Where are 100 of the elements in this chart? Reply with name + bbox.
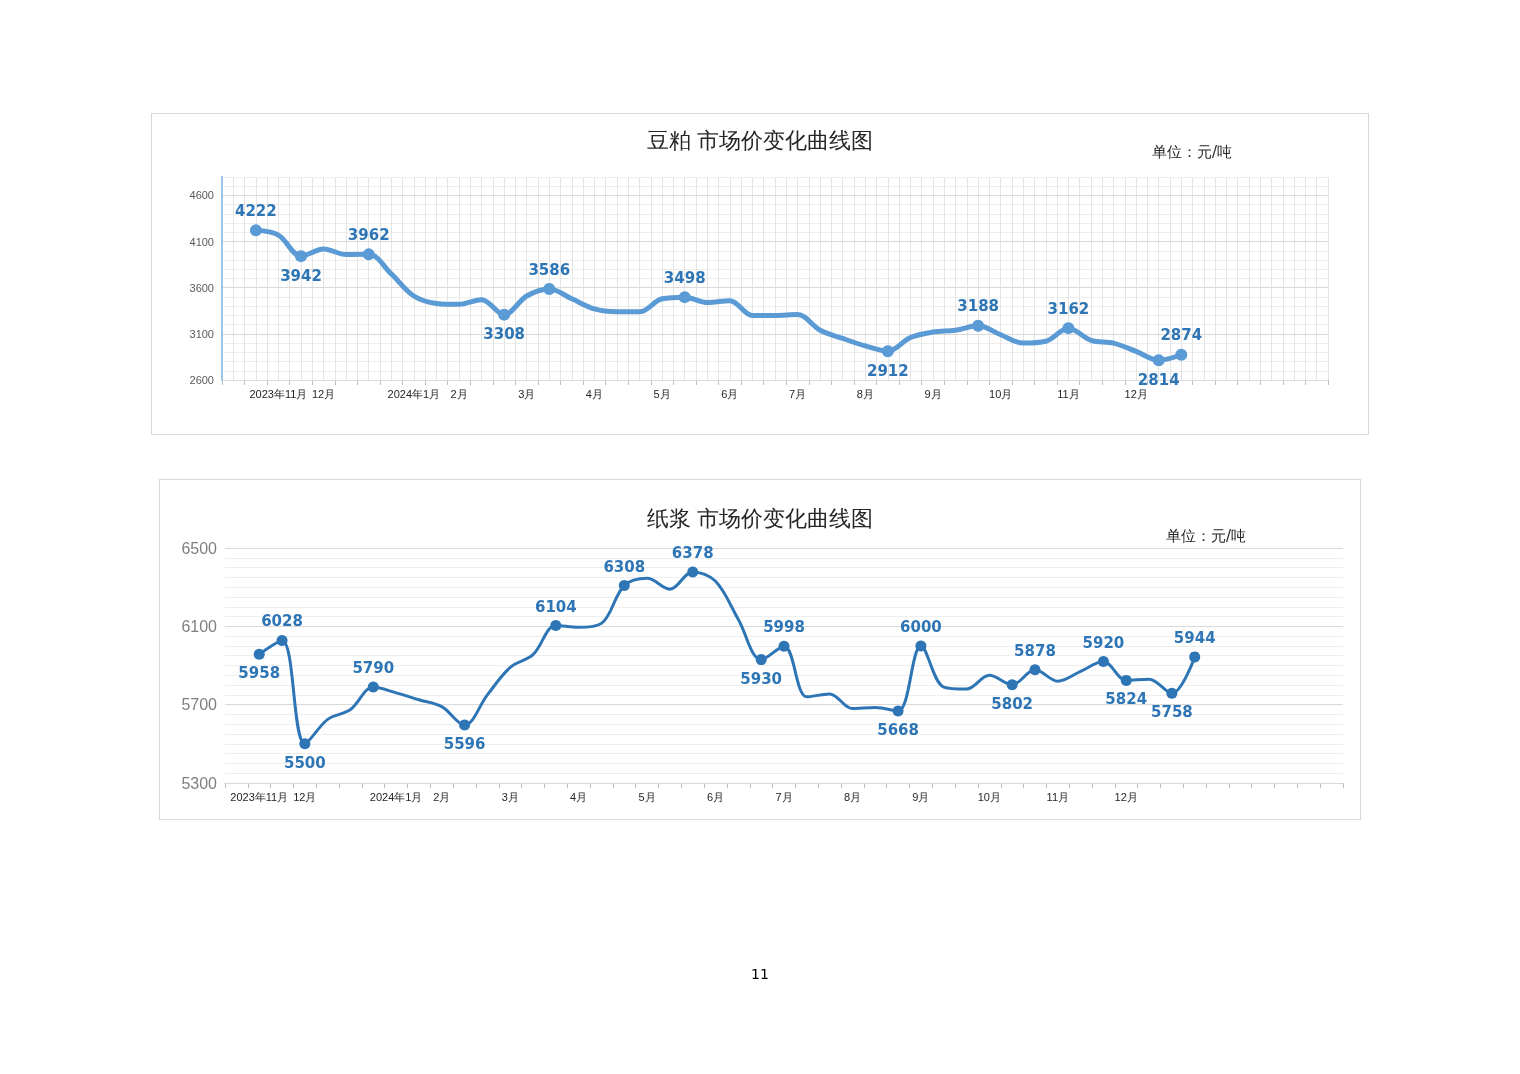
data-label: 5920 (1082, 633, 1125, 652)
data-label: 5998 (763, 618, 805, 637)
x-tick-label: 4月 (570, 790, 588, 803)
point (1029, 664, 1041, 676)
y-tick-label: 4600 (189, 189, 214, 202)
point (459, 719, 471, 731)
point (755, 654, 767, 666)
x-tick-label: 6月 (721, 387, 739, 400)
data-label: 5758 (1151, 703, 1193, 722)
chart-subtitle: 单位：元/吨 (1151, 142, 1233, 161)
point (1152, 354, 1165, 367)
x-tick-label: 2023年11月 (249, 387, 308, 400)
data-label: 5790 (352, 659, 395, 678)
point (1175, 348, 1188, 361)
data-label: 3962 (347, 225, 390, 244)
data-label: 5944 (1173, 628, 1216, 647)
data-label: 6000 (900, 617, 942, 636)
chart-title: 纸浆 市场价变化曲线图 (646, 505, 874, 531)
data-label: 5878 (1014, 641, 1056, 660)
data-label: 3162 (1047, 299, 1090, 318)
point (1097, 656, 1109, 668)
y-tick-label: 3100 (189, 327, 214, 340)
data-label: 5824 (1105, 690, 1148, 709)
data-label: 4222 (234, 201, 277, 220)
text: 11 (751, 966, 769, 982)
x-tick-label: 3月 (501, 790, 519, 803)
x-tick-label: 12月 (1114, 790, 1138, 803)
y-tick-label: 4100 (189, 235, 214, 248)
x-tick-label: 8月 (856, 387, 874, 400)
data-label: 3942 (280, 266, 322, 285)
point (687, 566, 699, 578)
data-label: 2912 (866, 361, 909, 380)
point (299, 738, 311, 750)
data-label: 5668 (877, 720, 919, 739)
x-tick-label: 12月 (1124, 387, 1148, 400)
point (1189, 651, 1201, 663)
data-label: 5500 (283, 753, 326, 772)
data-label: 5802 (991, 694, 1034, 713)
data-label: 5596 (443, 735, 486, 754)
data-label: 3308 (483, 325, 526, 344)
data-label: 5930 (740, 669, 783, 688)
y-tick-label: 6500 (181, 539, 218, 557)
point (362, 248, 375, 261)
point (778, 640, 790, 652)
point (367, 681, 379, 693)
x-tick-label: 5月 (638, 790, 656, 803)
data-label: 3188 (957, 297, 1000, 316)
point (1006, 679, 1018, 691)
x-tick-label: 2024年1月 (387, 387, 441, 400)
data-label: 5958 (238, 664, 281, 683)
point (1062, 322, 1075, 335)
x-tick-label: 12月 (311, 387, 336, 400)
y-tick-label: 2600 (189, 374, 214, 386)
x-tick-label: 10月 (989, 387, 1013, 400)
x-tick-label: 2月 (433, 790, 451, 803)
y-tick-label: 6100 (181, 617, 218, 635)
x-tick-label: 12月 (293, 790, 317, 803)
y-tick-label: 5300 (181, 774, 218, 792)
x-tick-label: 3月 (518, 387, 536, 400)
point (498, 308, 511, 321)
data-label: 3498 (663, 268, 706, 287)
point (618, 580, 630, 592)
x-tick-label: 2024年1月 (369, 790, 423, 803)
point (1120, 674, 1132, 686)
point (550, 620, 562, 632)
data-label: 2814 (1137, 370, 1180, 389)
point (276, 634, 288, 646)
point (881, 345, 894, 358)
x-tick-label: 2月 (450, 387, 468, 400)
point (1166, 687, 1178, 699)
point (678, 291, 691, 304)
x-tick-label: 4月 (585, 387, 603, 400)
x-tick-label: 5月 (653, 387, 671, 400)
point (915, 640, 927, 652)
x-tick-label: 7月 (775, 790, 793, 803)
y-tick-label: 5700 (181, 696, 218, 714)
x-tick-label: 8月 (843, 790, 862, 803)
x-tick-label: 9月 (924, 387, 942, 400)
x-tick-label: 9月 (912, 790, 930, 803)
y-tick-label: 3600 (189, 281, 214, 294)
data-label: 3586 (528, 260, 571, 279)
chart-subtitle: 单位：元/吨 (1165, 526, 1247, 545)
data-label: 6104 (534, 597, 577, 616)
data-label: 2874 (1160, 326, 1203, 345)
point (253, 648, 265, 660)
x-tick-label: 6月 (706, 790, 725, 803)
x-tick-label: 7月 (789, 387, 807, 400)
data-label: 6308 (603, 557, 646, 576)
data-label: 6378 (671, 543, 714, 562)
chart-title: 豆粕 市场价变化曲线图 (646, 127, 874, 153)
point (295, 250, 307, 263)
point (543, 283, 556, 296)
x-tick-label: 10月 (977, 790, 1001, 803)
point (972, 319, 985, 332)
x-tick-label: 2023年11月 (230, 790, 289, 803)
x-tick-label: 11月 (1046, 790, 1070, 803)
x-tick-label: 11月 (1057, 387, 1080, 400)
point (249, 224, 262, 237)
point (892, 705, 904, 717)
data-label: 6028 (261, 612, 303, 631)
